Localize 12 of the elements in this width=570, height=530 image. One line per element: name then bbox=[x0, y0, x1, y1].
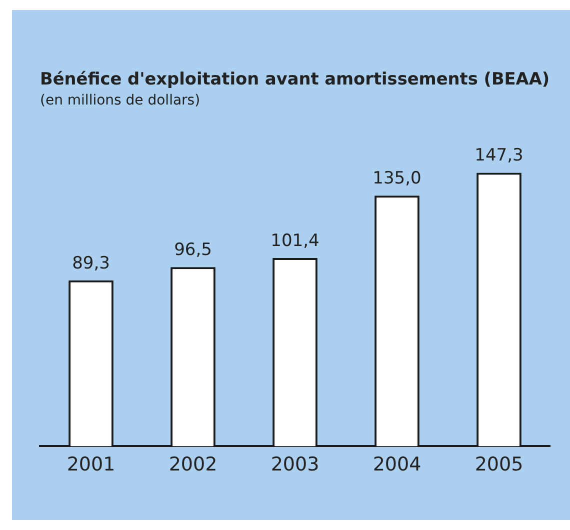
x-tick-label: 2001 bbox=[66, 454, 116, 476]
data-label: 147,3 bbox=[474, 146, 524, 166]
data-label: 89,3 bbox=[72, 253, 110, 274]
x-tick-label: 2002 bbox=[168, 454, 218, 476]
x-tick-label: 2003 bbox=[270, 454, 320, 476]
x-tick-label: 2004 bbox=[372, 454, 422, 476]
data-label: 135,0 bbox=[372, 168, 422, 189]
chart-title: Bénéfice d'exploitation avant amortissements (BEAA) bbox=[40, 68, 550, 89]
chart-subtitle: (en millions de dollars) bbox=[40, 92, 200, 108]
data-label: 101,4 bbox=[270, 230, 320, 251]
data-label: 96,5 bbox=[174, 240, 212, 260]
x-tick-label: 2005 bbox=[474, 454, 524, 476]
